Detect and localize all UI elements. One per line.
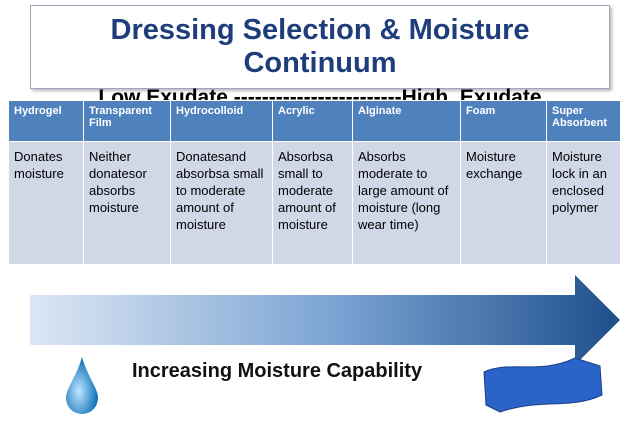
arrow [30, 275, 620, 365]
sponge [484, 358, 602, 412]
footer-label: Increasing Moisture Capability [132, 360, 422, 383]
page: Dressing Selection & Moisture Continuum … [0, 0, 628, 423]
water-drop [66, 357, 98, 414]
